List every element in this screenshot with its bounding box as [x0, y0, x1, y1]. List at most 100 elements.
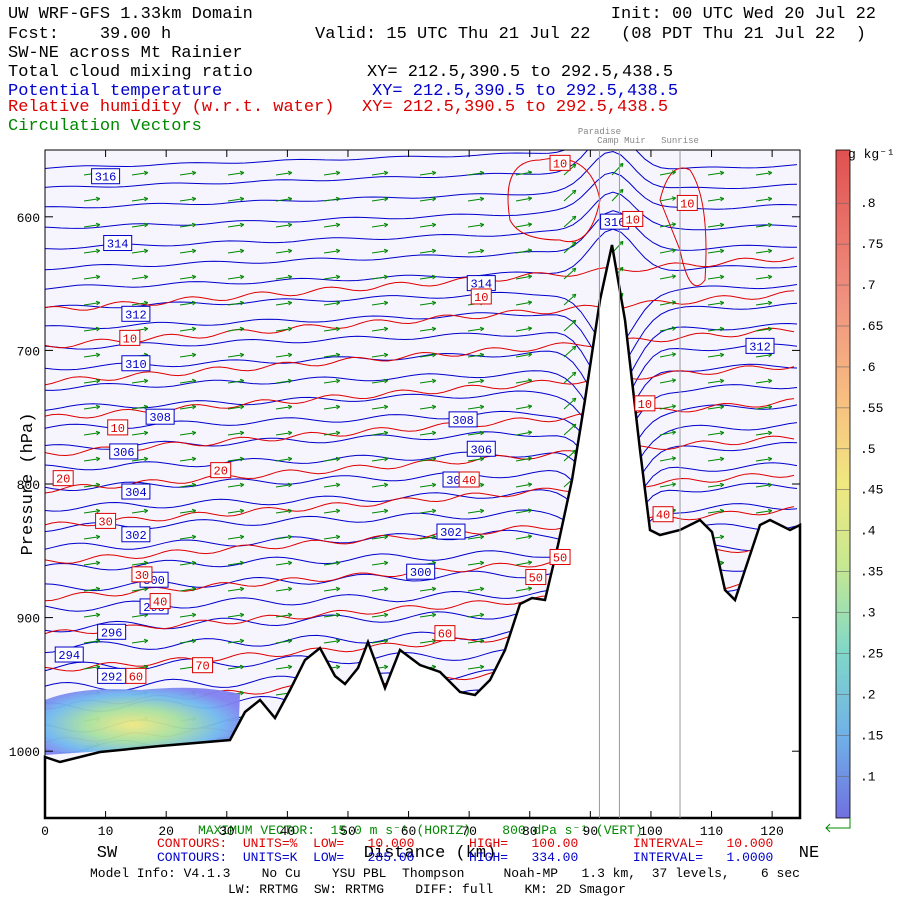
vector	[419, 536, 436, 540]
rh-label: 30	[135, 569, 149, 583]
vector	[227, 380, 244, 384]
vector	[563, 371, 577, 384]
vector	[371, 406, 388, 410]
vector-head	[287, 196, 293, 202]
vector	[755, 224, 772, 228]
vector	[804, 771, 820, 773]
vector-head	[431, 196, 437, 202]
vector	[323, 328, 340, 332]
vector-head	[95, 612, 101, 618]
rh-label-box	[634, 395, 656, 412]
vector-head	[335, 664, 341, 670]
rh-contour-info: CONTOURS: UNITS=% LOW= 10.000 HIGH= 100.…	[157, 836, 773, 851]
vector-head	[335, 222, 341, 228]
vector	[755, 172, 772, 176]
rh-label: 30	[98, 515, 112, 529]
theta-label: 294	[58, 649, 80, 663]
vector-head	[719, 430, 725, 436]
vector	[755, 328, 772, 332]
vector	[804, 459, 820, 461]
vector	[323, 250, 340, 254]
vector	[755, 432, 772, 436]
vector-head	[383, 430, 389, 436]
vector-head	[191, 586, 197, 592]
vector-head	[143, 222, 149, 228]
vector-head	[143, 326, 149, 332]
y-tick-label: 600	[17, 211, 40, 226]
vector	[515, 509, 532, 514]
vector	[179, 198, 196, 202]
vector	[179, 172, 196, 176]
vector	[419, 380, 436, 384]
model-info: Model Info: V4.1.3 No Cu YSU PBL Thompso…	[90, 866, 800, 881]
vector-head	[767, 378, 773, 384]
vector	[275, 354, 292, 358]
vector	[419, 588, 436, 592]
x-tick-label: 30	[219, 824, 235, 839]
vector	[515, 275, 532, 280]
vector	[275, 302, 292, 306]
vector	[707, 198, 724, 202]
vector	[323, 640, 340, 644]
theta-contour	[45, 228, 798, 290]
theta-contour	[45, 150, 798, 188]
rh-label-box	[210, 462, 232, 479]
vector	[227, 172, 244, 176]
vector-head	[479, 560, 485, 566]
rh-contour	[45, 290, 795, 349]
vector-head	[191, 534, 197, 540]
vector	[227, 198, 244, 202]
vector	[371, 224, 388, 228]
vector-head	[239, 482, 245, 488]
theta-label-box	[436, 523, 466, 540]
vector	[467, 640, 484, 644]
vector	[419, 458, 436, 462]
vector-head	[816, 223, 820, 227]
vector-head	[527, 170, 533, 176]
theta-label: 306	[470, 443, 492, 457]
vector-head	[816, 665, 820, 669]
vector	[371, 640, 388, 644]
theta-label: 296	[101, 626, 123, 640]
vector	[275, 614, 292, 618]
colorbar-tick-label: .3	[860, 606, 876, 621]
rh-contour	[507, 157, 601, 242]
vector-head	[287, 482, 293, 488]
vector	[467, 224, 484, 228]
theta-label: 304	[125, 486, 147, 500]
vector-head	[143, 638, 149, 644]
vector-head	[671, 482, 677, 487]
vector-head	[335, 378, 341, 384]
title: UW WRF-GFS 1.33km Domain	[8, 5, 253, 24]
vector	[707, 302, 724, 306]
rh-label: 70	[195, 660, 209, 674]
vector-head	[479, 326, 485, 332]
section-name: SW-NE across Mt Rainier	[8, 44, 243, 63]
rh-label-box	[149, 593, 171, 610]
vector-head	[816, 691, 820, 695]
vector	[371, 432, 388, 436]
theta-label: 314	[107, 238, 129, 252]
vector-head	[287, 274, 293, 280]
vector	[83, 354, 100, 358]
vector-head	[816, 743, 820, 747]
vector	[515, 353, 532, 358]
vector	[804, 693, 820, 695]
rh-label-box	[52, 470, 74, 487]
vector	[179, 432, 196, 436]
vector-head	[95, 430, 101, 436]
vector-head	[767, 300, 773, 306]
vector-head	[287, 170, 293, 176]
vector-head	[719, 508, 725, 514]
vector-head	[143, 196, 149, 202]
vector-head	[671, 456, 677, 461]
vector-head	[767, 508, 773, 514]
vector	[83, 380, 100, 384]
vector-head	[816, 379, 820, 383]
vector-head	[816, 613, 820, 617]
vector	[659, 171, 676, 176]
rh-label: 20	[214, 465, 228, 479]
vector-head	[719, 222, 725, 228]
rh-label: 10	[474, 291, 488, 305]
vector	[755, 250, 772, 254]
